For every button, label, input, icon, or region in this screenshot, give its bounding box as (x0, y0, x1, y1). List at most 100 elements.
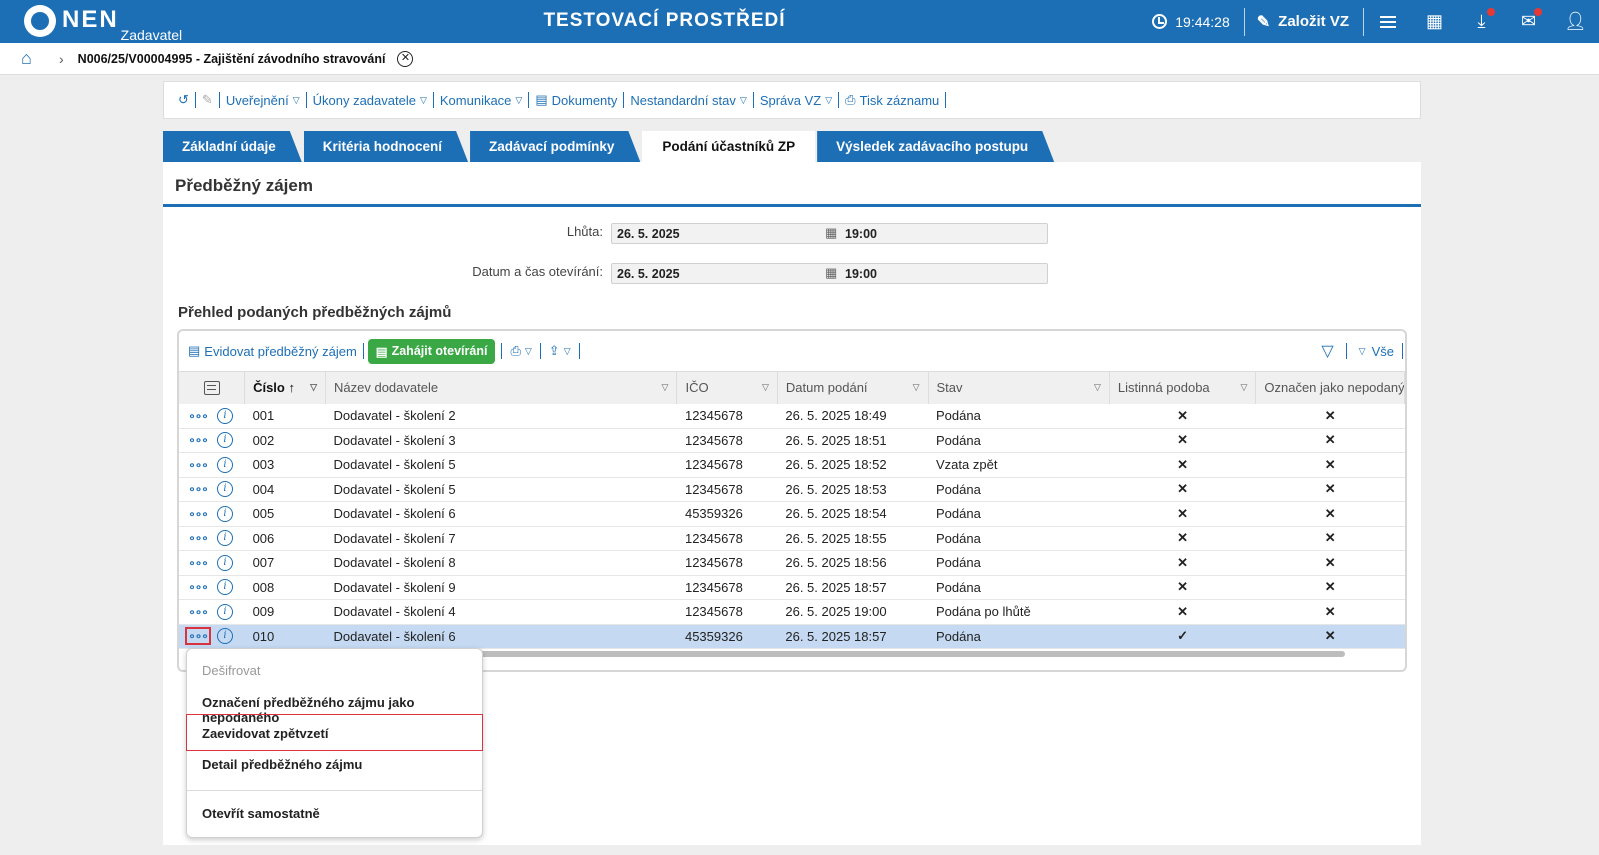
table-header-row: Číslo ↑ ▽ Název dodavatele ▽ IČO ▽ Datum po… (179, 371, 1405, 404)
info-icon[interactable]: i (217, 579, 233, 596)
column-header-nazev[interactable]: Název dodavatele ▽ (325, 371, 678, 404)
menu-item-open-standalone[interactable]: Otevřít samostatně (202, 806, 320, 821)
filter-icon[interactable]: ▽ (912, 382, 920, 392)
tab-participant-submissions[interactable]: Podání účastníků ZP (642, 131, 816, 162)
more-actions-icon[interactable]: ∘∘∘ (188, 482, 209, 497)
more-actions-icon[interactable]: ∘∘∘ (188, 604, 209, 619)
home-icon[interactable]: ⌂ (21, 48, 32, 68)
tab-tender-conditions[interactable]: Zadávací podmínky (470, 131, 640, 162)
info-icon[interactable]: i (217, 530, 233, 547)
datum-cell: 26. 5. 2025 19:00 (777, 599, 928, 625)
datum-cell: 26. 5. 2025 18:56 (777, 550, 928, 576)
info-icon[interactable]: i (217, 481, 233, 498)
export-button[interactable]: ⇪ ▽ (549, 343, 571, 359)
info-icon[interactable]: i (217, 628, 233, 645)
breadcrumb-current[interactable]: N006/25/V00004995 - Zajištění závodního … (77, 51, 386, 66)
filter-button[interactable]: ▽ (1321, 341, 1333, 361)
nonstandard-menu[interactable]: Nestandardní stav ▽ (624, 93, 752, 108)
cross-icon: ✕ (1324, 481, 1336, 497)
column-header-cislo[interactable]: Číslo ↑ ▽ (244, 371, 327, 404)
info-icon[interactable]: i (217, 432, 233, 449)
table-row[interactable]: ∘∘∘ i 010 Dodavatel - školení 6 45359326 26. … (179, 624, 1405, 649)
more-actions-icon[interactable]: ∘∘∘ (188, 457, 209, 472)
table-row[interactable]: ∘∘∘ i 005 Dodavatel - školení 6 45359326 26. … (179, 501, 1405, 527)
listinna-cell: ✕ (1109, 403, 1256, 429)
messages-button[interactable]: ✉ (1505, 0, 1552, 43)
create-vz-button[interactable]: ✎ Založit VZ (1245, 12, 1363, 32)
column-header-ico[interactable]: IČO ▽ (676, 371, 778, 404)
top-bar: NEN Zadavatel TESTOVACÍ PROSTŘEDÍ 19:44:… (0, 0, 1599, 43)
table-row[interactable]: ∘∘∘ i 006 Dodavatel - školení 7 12345678 26. … (179, 526, 1405, 551)
downloads-button[interactable]: ⤓ (1458, 0, 1505, 43)
refresh-button[interactable]: ↺ (172, 92, 195, 108)
nen-logo[interactable]: NEN Zadavatel (24, 5, 182, 43)
grid-print-button[interactable]: ⎙ ▽ (510, 343, 531, 359)
table-row[interactable]: ∘∘∘ i 001 Dodavatel - školení 2 12345678 26. … (179, 403, 1405, 429)
calendar-button[interactable]: ▦ (1411, 0, 1458, 43)
create-vz-label: Založit VZ (1278, 13, 1349, 30)
column-settings[interactable] (179, 371, 246, 404)
table-row[interactable]: ∘∘∘ i 002 Dodavatel - školení 3 12345678 26. … (179, 428, 1405, 453)
filter-icon[interactable]: ▽ (1093, 382, 1101, 392)
more-actions-icon[interactable]: ∘∘∘ (188, 433, 209, 448)
admin-menu[interactable]: Správa VZ ▽ (754, 93, 838, 108)
filter-icon[interactable]: ▽ (661, 382, 669, 392)
column-header-nepodany[interactable]: Označen jako nepodaný (1255, 371, 1405, 404)
logo-subtitle: Zadavatel (120, 27, 183, 43)
documents-button[interactable]: ▤ Dokumenty (529, 92, 623, 108)
grid-toolbar: ▤ Evidovat předběžný zájem ▤ Zahájit ote… (179, 331, 1405, 371)
info-icon[interactable]: i (217, 505, 233, 522)
more-actions-icon[interactable]: ∘∘∘ (188, 408, 209, 423)
register-interest-button[interactable]: ▤ Evidovat předběžný zájem (188, 343, 357, 359)
divider (1363, 7, 1364, 36)
table-row[interactable]: ∘∘∘ i 003 Dodavatel - školení 5 12345678 26. … (179, 452, 1405, 478)
table-row[interactable]: ∘∘∘ i 008 Dodavatel - školení 9 12345678 26. … (179, 575, 1405, 600)
column-label: Číslo (253, 380, 285, 396)
table-row[interactable]: ∘∘∘ i 007 Dodavatel - školení 8 12345678 26. … (179, 550, 1405, 576)
tab-evaluation-criteria[interactable]: Kritéria hodnocení (304, 131, 468, 162)
datum-cell: 26. 5. 2025 18:52 (777, 452, 928, 478)
more-actions-icon[interactable]: ∘∘∘ (188, 580, 209, 595)
user-button[interactable]: 👤︎ (1552, 0, 1599, 43)
info-icon[interactable]: i (217, 407, 233, 424)
column-label: Datum podání (785, 380, 868, 396)
table-row[interactable]: ∘∘∘ i 004 Dodavatel - školení 5 12345678 26. … (179, 477, 1405, 502)
start-opening-button[interactable]: ▤ Zahájit otevírání (367, 338, 496, 364)
horizontal-scrollbar[interactable] (187, 651, 1345, 657)
close-icon[interactable]: ✕ (397, 50, 414, 67)
column-header-listinna[interactable]: Listinná podoba ▽ (1109, 371, 1257, 404)
row-actions: ∘∘∘ i (179, 428, 245, 453)
column-header-stav[interactable]: Stav ▽ (928, 371, 1110, 404)
view-all-menu[interactable]: ▽ Vše (1355, 344, 1394, 359)
acts-menu[interactable]: Úkony zadavatele ▽ (307, 93, 433, 108)
tab-procedure-result[interactable]: Výsledek zadávacího postupu (817, 131, 1054, 162)
info-icon[interactable]: i (217, 603, 233, 620)
more-actions-icon[interactable]: ∘∘∘ (185, 627, 211, 646)
tab-basic-info[interactable]: Základní údaje (163, 131, 302, 162)
filter-icon[interactable]: ▽ (1240, 382, 1248, 392)
communication-menu[interactable]: Komunikace ▽ (434, 93, 528, 108)
printer-icon: ⎙ (845, 92, 856, 107)
edit-button[interactable]: ✎ (196, 92, 219, 108)
more-actions-icon[interactable]: ∘∘∘ (188, 555, 209, 570)
column-header-datum[interactable]: Datum podání ▽ (777, 371, 929, 404)
print-button[interactable]: ⎙ Tisk záznamu (839, 92, 945, 108)
menu-item-detail[interactable]: Detail předběžného zájmu (202, 757, 363, 772)
info-icon[interactable]: i (217, 456, 233, 473)
menu-item-register-withdrawal[interactable]: Zaevidovat zpětvzetí (202, 726, 329, 741)
publish-menu[interactable]: Uveřejnění ▽ (220, 93, 306, 108)
nazev-cell: Dodavatel - školení 7 (325, 526, 677, 551)
table-row[interactable]: ∘∘∘ i 009 Dodavatel - školení 4 12345678 26. … (179, 599, 1405, 625)
filter-icon: ▽ (1321, 343, 1334, 360)
more-actions-icon[interactable]: ∘∘∘ (188, 506, 209, 521)
documents-label: Dokumenty (551, 92, 618, 108)
info-icon[interactable]: i (217, 554, 233, 571)
filter-icon[interactable]: ▽ (310, 382, 318, 392)
deadline-field: 26. 5. 2025 ▦ 19:00 (611, 223, 1048, 244)
divider (623, 92, 625, 108)
more-actions-icon[interactable]: ∘∘∘ (188, 531, 209, 546)
menu-item-mark-unsubmitted[interactable]: Označení předběžného zájmu jako nepodané… (202, 695, 415, 725)
filter-icon[interactable]: ▽ (761, 382, 769, 392)
cislo-cell: 003 (244, 452, 326, 478)
menu-button[interactable] (1364, 0, 1411, 43)
